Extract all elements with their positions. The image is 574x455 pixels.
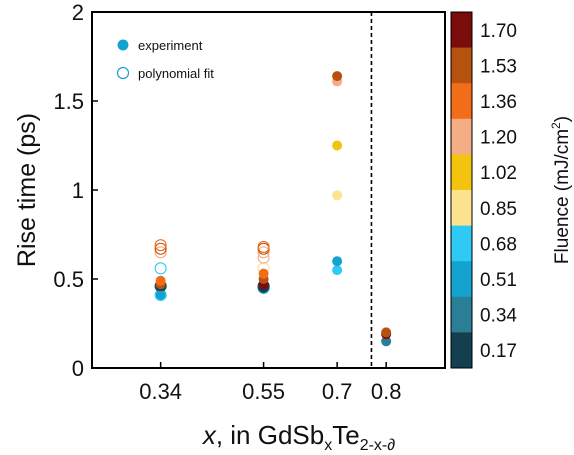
experiment-point: [332, 140, 343, 151]
x-axis-label-mid: , in GdSb: [216, 420, 324, 450]
x-tick-label: 0.34: [139, 379, 182, 404]
legend-fit-marker: [116, 66, 130, 80]
colorbar-segment: [451, 154, 472, 191]
colorbar-tick-label: 1.70: [480, 21, 517, 42]
experiment-point: [332, 265, 343, 276]
colorbar-segment: [451, 332, 472, 369]
experiment-point: [155, 275, 166, 286]
y-tick-label: 1: [72, 178, 84, 203]
y-tick-label: 0.5: [53, 267, 84, 292]
experiment-point: [332, 190, 343, 201]
x-axis-label-sub2: 2-x-∂: [360, 437, 396, 454]
colorbar-tick-label: 1.53: [480, 56, 517, 77]
experiment-point: [381, 327, 392, 338]
colorbar-tick-label: 1.20: [480, 128, 517, 149]
legend-fit-label: polynomial fit: [138, 66, 214, 81]
colorbar-label-sup: 2: [549, 122, 563, 129]
y-axis-label: Rise time (ps): [13, 113, 41, 267]
colorbar-tick-label: 0.51: [480, 270, 517, 291]
y-tick-label: 2: [72, 0, 84, 25]
x-axis-label-te: Te: [332, 420, 359, 450]
colorbar: 1.70 1.53 1.36 1.20 1.02 0.85 0.68 0.51 0.34 0.17: [450, 11, 517, 369]
colorbar-segment: [451, 190, 472, 227]
fit-point: [257, 246, 270, 259]
fit-point: [154, 239, 167, 252]
colorbar-tick-label: 0.17: [480, 341, 517, 362]
y-tick-label: 0: [72, 356, 84, 381]
fit-point: [154, 242, 167, 255]
fit-point: [257, 240, 270, 254]
x-axis-label-var: x: [201, 420, 217, 450]
experiment-point: [332, 71, 343, 82]
colorbar-tick-label: 0.85: [480, 199, 517, 220]
legend: experiment polynomial fit: [116, 38, 214, 81]
colorbar-frame: [450, 11, 473, 369]
y-tick-label: 1.5: [53, 89, 84, 114]
legend-experiment-marker: [117, 39, 129, 51]
colorbar-tick-label: 0.68: [480, 234, 517, 255]
colorbar-tick-label: 1.02: [480, 163, 517, 184]
fit-markers: [154, 239, 270, 302]
axis-ticks: 0 0.5 1 1.5 2 0.34 0.55 0.7 0.8: [53, 0, 401, 404]
x-tick-label: 0.55: [242, 379, 285, 404]
fit-point: [154, 246, 167, 259]
x-tick-label: 0.7: [322, 379, 353, 404]
colorbar-segment: [451, 47, 472, 84]
colorbar-segment: [451, 261, 472, 298]
fit-point: [154, 262, 167, 275]
experiment-point: [258, 268, 269, 279]
legend-experiment-label: experiment: [138, 38, 203, 53]
colorbar-segment: [451, 118, 472, 155]
colorbar-segment: [451, 12, 472, 49]
colorbar-segment: [451, 225, 472, 262]
experiment-point: [381, 336, 392, 347]
colorbar-segment: [451, 296, 472, 333]
colorbar-label-close: ): [552, 116, 573, 122]
colorbar-tick-label: 1.36: [480, 92, 517, 113]
x-axis-label: x, in GdSbxTe2-x-∂: [201, 420, 395, 454]
experiment-point: [155, 290, 166, 301]
colorbar-label-main: Fluence (mJ/cm: [552, 129, 573, 264]
x-tick-label: 0.8: [371, 379, 402, 404]
experiment-point: [332, 256, 343, 267]
experiment-markers: [155, 71, 392, 347]
colorbar-segment: [451, 83, 472, 120]
plot-area: 0 0.5 1 1.5 2 0.34 0.55 0.7 0.8: [53, 0, 446, 404]
colorbar-tick-label: 0.34: [480, 306, 517, 327]
colorbar-label: Fluence (mJ/cm2): [549, 116, 573, 264]
x-axis-label-sub1: x: [324, 437, 332, 454]
